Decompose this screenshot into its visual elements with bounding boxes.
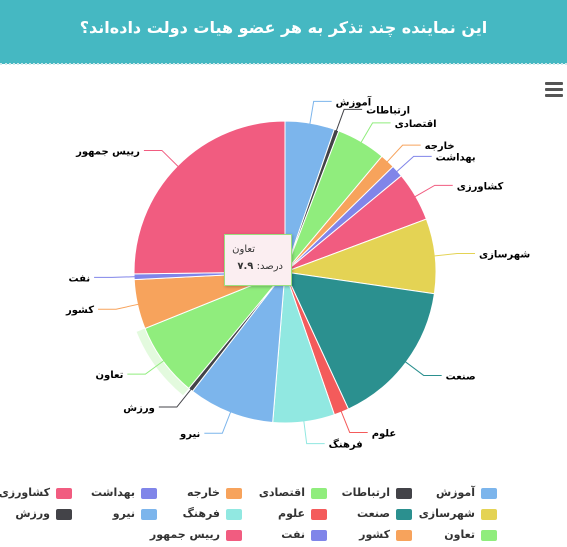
- connector-line: [400, 358, 442, 376]
- legend-swatch: [56, 488, 72, 499]
- legend-label: ارتباطات: [341, 486, 390, 499]
- legend-item[interactable]: خارجه: [157, 486, 242, 502]
- legend-item[interactable]: ورزش: [0, 507, 72, 523]
- slice-label: ورزش: [123, 403, 155, 414]
- legend-item[interactable]: علوم: [242, 507, 327, 523]
- legend-swatch: [481, 509, 497, 520]
- slice-label: اقتصادی: [395, 119, 437, 130]
- connector-line: [158, 384, 195, 408]
- slice-label: رییس جمهور: [75, 146, 140, 157]
- legend-swatch: [226, 530, 242, 541]
- header-divider: [0, 63, 567, 65]
- legend-item[interactable]: فرهنگ: [157, 507, 242, 523]
- legend-label: صنعت: [357, 507, 390, 520]
- legend-label: فرهنگ: [182, 507, 220, 520]
- legend-item[interactable]: نیرو: [72, 507, 157, 523]
- slice-label: علوم: [372, 428, 397, 439]
- legend-label: تعاون: [444, 528, 475, 541]
- slice-label: ارتباطات: [366, 105, 410, 116]
- slice-label: خارجه: [425, 141, 455, 152]
- tooltip-value-row: درصد: ۷.۹: [237, 261, 283, 272]
- tooltip-value: ۷.۹: [237, 261, 254, 272]
- legend-swatch: [141, 488, 157, 499]
- connector-line: [410, 184, 453, 200]
- legend-item[interactable]: صنعت: [327, 507, 412, 523]
- legend-item[interactable]: تعاون: [412, 528, 497, 544]
- legend-swatch: [481, 530, 497, 541]
- legend-item[interactable]: اقتصادی: [242, 486, 327, 502]
- slice-label: کشاورزی: [457, 181, 504, 192]
- legend-swatch: [396, 509, 412, 520]
- chart-title: این نماینده چند تذکر به هر عضو هیات دولت…: [79, 18, 488, 37]
- legend-item[interactable]: کشاورزی: [0, 486, 72, 502]
- legend-swatch: [311, 488, 327, 499]
- connector-line: [383, 144, 421, 167]
- legend-label: رییس جمهور: [149, 528, 220, 541]
- legend-item[interactable]: شهرسازی: [412, 507, 497, 523]
- connector-line: [334, 108, 363, 136]
- hamburger-menu-icon[interactable]: [545, 82, 563, 98]
- tooltip: تعاون درصد: ۷.۹: [224, 234, 292, 286]
- legend-item[interactable]: نفت: [242, 528, 327, 544]
- legend-label: نفت: [281, 528, 305, 541]
- connector-line: [143, 149, 183, 171]
- slice-label: فرهنگ: [329, 439, 363, 451]
- connector-line: [429, 253, 476, 258]
- legend-item[interactable]: بهداشت: [72, 486, 157, 502]
- slice-label: صنعت: [446, 371, 476, 382]
- connector-line: [308, 100, 332, 130]
- connector-line: [392, 155, 432, 176]
- legend-swatch: [311, 530, 327, 541]
- slice-label: کشور: [65, 305, 94, 316]
- tooltip-series-name: تعاون: [232, 244, 255, 255]
- legend-label: کشاورزی: [0, 486, 50, 499]
- connector-line: [98, 302, 144, 310]
- legend-item[interactable]: ارتباطات: [327, 486, 412, 502]
- legend-label: خارجه: [187, 486, 220, 499]
- legend-swatch: [226, 509, 242, 520]
- connector-line: [338, 406, 368, 433]
- legend-swatch: [396, 488, 412, 499]
- legend-item[interactable]: آموزش: [412, 486, 497, 502]
- connector-line: [204, 406, 233, 434]
- legend-label: نیرو: [112, 507, 135, 520]
- legend-label: علوم: [278, 507, 305, 520]
- tooltip-label: درصد:: [256, 261, 283, 272]
- legend-label: ورزش: [15, 507, 50, 520]
- slice-label: تعاون: [95, 370, 123, 381]
- connector-line: [127, 357, 169, 375]
- chart-legend: آموزش ارتباطات اقتصادی خارجه بهداشت کشاورزی شه…: [0, 486, 567, 546]
- slice-label: آموزش: [336, 95, 372, 108]
- legend-item[interactable]: رییس جمهور: [150, 528, 242, 544]
- legend-swatch: [396, 530, 412, 541]
- legend-label: آموزش: [436, 486, 475, 499]
- legend-item[interactable]: کشور: [327, 528, 412, 544]
- connector-line: [94, 276, 141, 278]
- legend-swatch: [481, 488, 497, 499]
- legend-label: بهداشت: [91, 486, 135, 499]
- slice-label: شهرسازی: [479, 250, 530, 261]
- slice-label: بهداشت: [436, 152, 476, 163]
- slice-label: نفت: [69, 273, 91, 284]
- slice-label: نیرو: [179, 429, 200, 440]
- connector-line: [302, 415, 325, 445]
- header-bar: این نماینده چند تذکر به هر عضو هیات دولت…: [0, 0, 567, 65]
- legend-label: اقتصادی: [258, 486, 305, 499]
- legend-swatch: [56, 509, 72, 520]
- legend-label: کشور: [359, 528, 390, 541]
- legend-swatch: [226, 488, 242, 499]
- legend-label: شهرسازی: [418, 507, 475, 520]
- legend-swatch: [141, 509, 157, 520]
- legend-swatch: [311, 509, 327, 520]
- connector-line: [357, 122, 391, 148]
